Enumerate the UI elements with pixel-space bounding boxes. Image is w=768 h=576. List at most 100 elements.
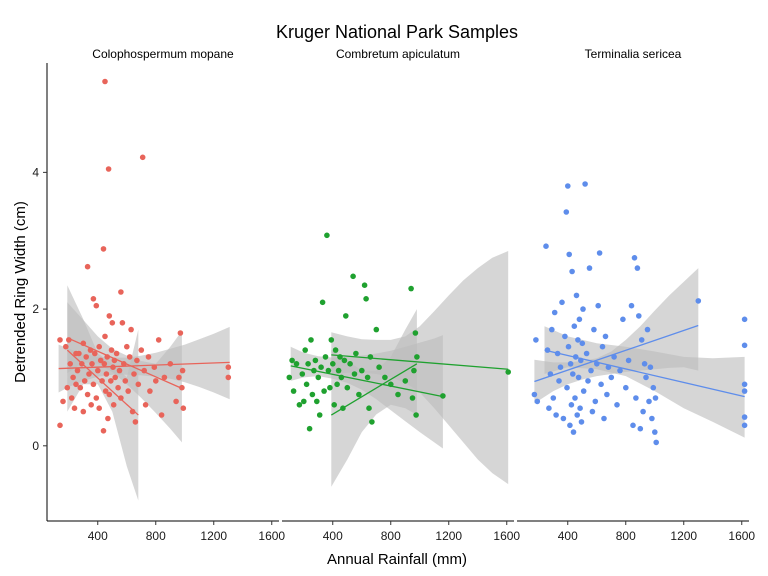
data-point — [568, 402, 575, 408]
data-point — [84, 391, 91, 398]
y-tick-label: 4 — [32, 165, 39, 179]
x-tick-label: 1600 — [493, 529, 520, 543]
data-point — [571, 323, 578, 330]
data-point — [646, 398, 652, 405]
data-point — [652, 395, 659, 401]
data-point — [101, 361, 108, 367]
data-point — [70, 374, 76, 381]
y-axis-title: Detrended Ring Width (cm) — [12, 201, 29, 383]
data-point — [86, 371, 92, 377]
data-point — [299, 371, 306, 377]
data-point — [647, 364, 654, 371]
data-point — [636, 313, 642, 319]
data-point — [81, 378, 88, 384]
data-point — [113, 350, 120, 357]
data-point — [567, 361, 574, 367]
facet-panel: Colophospermum mopane 400 800 1200 1600 — [47, 47, 285, 543]
data-point — [145, 354, 152, 360]
data-point — [574, 412, 580, 418]
data-point — [617, 367, 623, 374]
data-point — [553, 412, 559, 418]
data-point — [353, 350, 359, 357]
data-point — [332, 347, 339, 353]
data-point — [551, 309, 558, 316]
data-point — [60, 398, 66, 405]
data-point — [695, 298, 702, 304]
data-point — [413, 412, 419, 418]
data-point — [314, 398, 320, 405]
data-point — [97, 357, 104, 364]
data-point — [331, 402, 338, 408]
data-point — [103, 371, 110, 377]
data-point — [303, 381, 310, 388]
data-point — [592, 398, 599, 405]
data-point — [533, 337, 539, 343]
data-point — [643, 374, 649, 381]
data-point — [649, 415, 655, 422]
data-point — [153, 378, 159, 384]
data-point — [376, 364, 382, 371]
x-axis-title: Annual Rainfall (mm) — [327, 551, 467, 568]
data-point — [598, 381, 604, 388]
data-point — [63, 343, 69, 350]
data-point — [57, 422, 63, 429]
data-point — [105, 166, 112, 172]
data-point — [325, 367, 332, 374]
data-point — [302, 347, 309, 353]
data-point — [640, 408, 646, 415]
data-point — [68, 395, 75, 401]
data-point — [559, 299, 565, 306]
data-point — [318, 364, 324, 371]
data-point — [611, 354, 617, 360]
data-point — [356, 391, 362, 398]
data-point — [620, 316, 626, 323]
data-point — [115, 384, 121, 391]
data-point — [741, 316, 748, 323]
x-tick-label: 400 — [88, 529, 108, 543]
data-point — [586, 265, 593, 271]
data-point — [131, 371, 137, 377]
data-point — [312, 357, 319, 364]
x-tick-label: 1600 — [728, 529, 755, 543]
data-point — [321, 388, 327, 394]
data-point — [741, 388, 748, 394]
data-point — [565, 183, 571, 189]
data-point — [361, 282, 368, 289]
data-point — [653, 439, 659, 446]
data-point — [596, 250, 603, 256]
data-point — [583, 350, 590, 357]
data-point — [106, 313, 113, 319]
data-point — [80, 408, 87, 415]
data-point — [582, 181, 588, 187]
data-point — [408, 285, 414, 292]
data-point — [296, 402, 303, 408]
data-point — [89, 361, 95, 367]
data-point — [644, 326, 651, 333]
facet-strip-label: Colophospermum mopane — [92, 47, 234, 61]
data-point — [93, 302, 100, 309]
data-point — [588, 367, 594, 374]
data-point — [633, 395, 639, 401]
data-point — [74, 367, 81, 374]
data-point — [579, 340, 586, 347]
data-point — [589, 408, 596, 415]
data-point — [335, 367, 342, 374]
data-point — [134, 357, 140, 364]
data-point — [76, 350, 82, 357]
data-point — [641, 361, 648, 367]
data-point — [71, 405, 78, 412]
data-point — [167, 361, 174, 367]
data-point — [306, 425, 313, 432]
data-point — [638, 337, 645, 343]
data-point — [135, 381, 142, 388]
data-point — [363, 296, 369, 302]
data-point — [322, 354, 329, 360]
data-point — [614, 402, 620, 408]
data-point — [327, 384, 333, 391]
data-point — [595, 302, 601, 309]
y-tick-label: 2 — [32, 302, 39, 316]
confidence-band — [67, 302, 182, 443]
data-point — [562, 333, 568, 340]
data-point — [108, 347, 115, 353]
